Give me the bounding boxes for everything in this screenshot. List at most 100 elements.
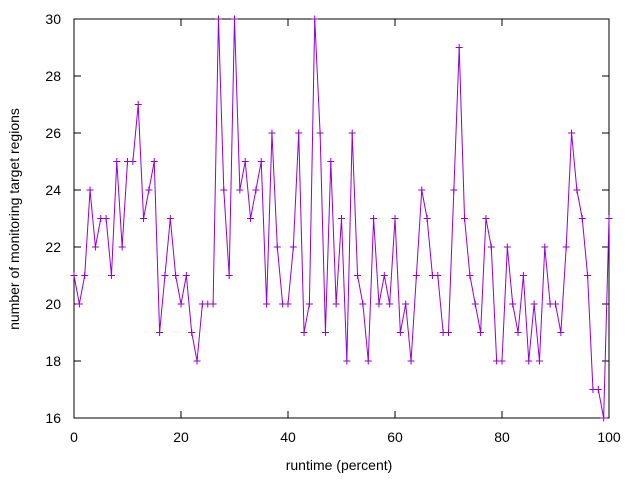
y-tick-label: 24 <box>45 182 61 198</box>
data-point <box>145 186 153 194</box>
data-point <box>455 44 463 51</box>
data-point <box>509 300 517 308</box>
data-point <box>236 186 244 194</box>
data-point <box>182 272 190 279</box>
data-point <box>311 15 319 23</box>
y-tick-label: 20 <box>45 296 61 312</box>
data-point <box>418 186 426 194</box>
data-point <box>81 272 89 279</box>
data-point <box>412 272 420 279</box>
data-point <box>70 272 78 279</box>
data-point <box>375 300 383 308</box>
data-point <box>166 215 174 222</box>
data-point <box>568 129 576 137</box>
data-point <box>156 329 164 336</box>
y-tick-label: 30 <box>45 11 61 27</box>
data-point <box>530 300 538 308</box>
data-point <box>348 129 356 137</box>
data-point <box>295 129 303 137</box>
data-point <box>535 357 543 365</box>
data-point <box>402 300 410 308</box>
data-point <box>305 300 313 308</box>
data-point <box>562 243 570 251</box>
data-point <box>423 215 431 222</box>
data-point <box>498 357 506 365</box>
data-point <box>605 215 613 222</box>
data-point <box>321 329 329 336</box>
data-point <box>327 158 335 165</box>
data-point <box>102 215 110 222</box>
data-point <box>289 243 297 251</box>
y-tick-label: 22 <box>45 239 61 255</box>
data-point <box>364 357 372 365</box>
y-tick-label: 18 <box>45 353 61 369</box>
data-point <box>477 329 485 336</box>
data-point <box>134 101 142 108</box>
x-tick-label: 100 <box>597 429 621 445</box>
data-point <box>396 329 404 336</box>
data-point <box>140 215 148 222</box>
data-point <box>107 272 115 279</box>
data-point <box>343 357 351 365</box>
data-point <box>231 15 238 23</box>
data-point <box>391 215 399 222</box>
data-point <box>209 300 217 308</box>
data-point <box>380 272 388 279</box>
data-point <box>338 215 345 222</box>
data-point <box>316 129 324 137</box>
x-tick-label: 60 <box>387 429 403 445</box>
data-point <box>386 300 394 308</box>
data-point <box>519 272 527 279</box>
data-point <box>584 272 592 279</box>
y-tick-label: 16 <box>45 410 61 426</box>
data-point <box>332 300 340 308</box>
y-axis-label: number of monitoring target regions <box>6 108 22 330</box>
data-point <box>503 243 511 251</box>
data-point <box>594 386 602 393</box>
x-axis-label: runtime (percent) <box>286 457 393 473</box>
data-point <box>525 357 533 365</box>
data-point <box>445 329 452 336</box>
data-point <box>573 186 581 194</box>
data-point <box>113 158 121 165</box>
data-point <box>370 215 378 222</box>
data-point <box>471 300 479 308</box>
data-point <box>241 158 249 165</box>
data-point <box>552 300 559 308</box>
data-point <box>600 414 608 422</box>
data-point <box>225 272 233 279</box>
data-point <box>263 300 271 308</box>
data-point <box>557 329 565 336</box>
x-tick-label: 80 <box>494 429 510 445</box>
data-point <box>247 215 255 222</box>
data-point <box>188 329 196 336</box>
data-point <box>86 186 94 194</box>
y-tick-label: 26 <box>45 125 61 141</box>
data-point <box>193 357 201 365</box>
data-point <box>487 243 495 251</box>
data-point <box>150 158 158 165</box>
data-point <box>172 272 180 279</box>
data-point <box>354 272 362 279</box>
data-point <box>359 300 367 308</box>
data-point <box>407 357 415 365</box>
data-point <box>541 243 549 251</box>
data-point <box>284 300 292 308</box>
data-point <box>252 186 260 194</box>
series-layer <box>70 15 613 422</box>
data-point <box>129 158 137 165</box>
data-point <box>482 215 490 222</box>
axes: 0 20 40 60 80 100 16 18 20 22 24 26 28 30 <box>45 11 620 445</box>
data-series <box>70 15 613 422</box>
data-point <box>214 15 222 23</box>
data-point <box>578 215 586 222</box>
data-point <box>450 186 458 194</box>
data-point <box>177 300 185 308</box>
data-point <box>461 215 469 222</box>
x-tick-label: 20 <box>173 429 189 445</box>
data-point <box>75 300 83 308</box>
data-point <box>268 129 276 137</box>
x-tick-label: 0 <box>70 429 78 445</box>
